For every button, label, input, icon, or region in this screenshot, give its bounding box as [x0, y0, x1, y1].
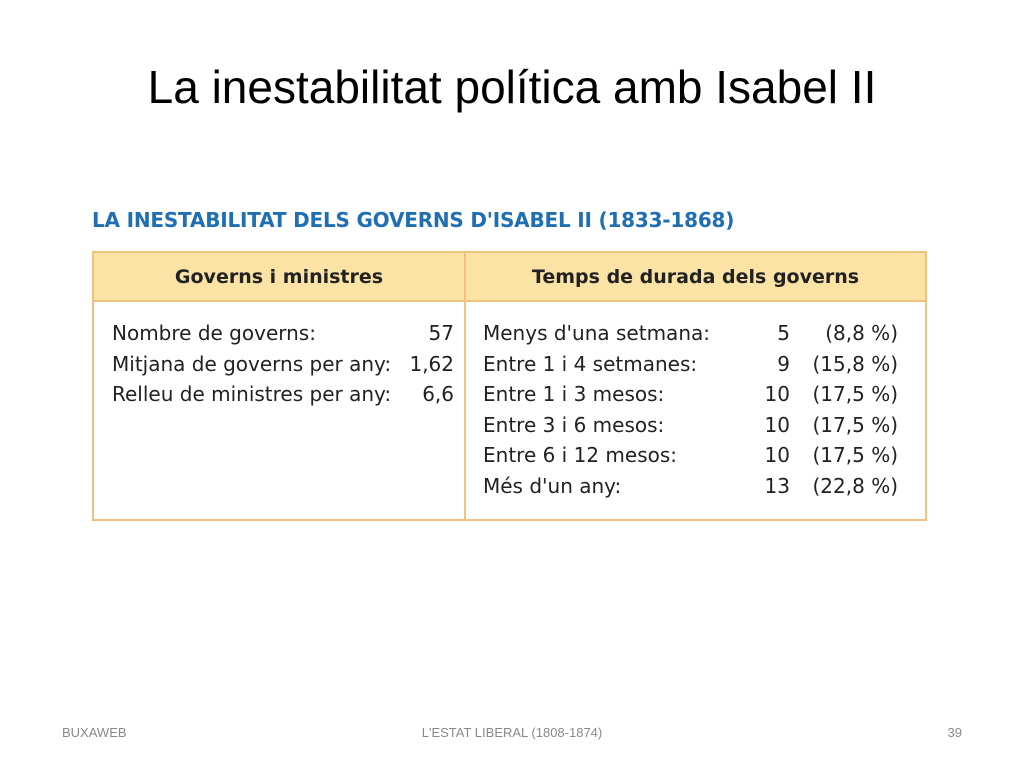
governments-table: Governs i ministres Nombre de governs: 5… [92, 251, 927, 521]
row-label: Menys d'una setmana: [483, 321, 710, 345]
column-header-governs-ministres: Governs i ministres [94, 253, 464, 302]
row-percent: (15,8 %) [812, 351, 899, 376]
row-percent: (17,5 %) [812, 382, 899, 406]
table-row: Més d'un any: 13 (22,8 %) [466, 474, 925, 505]
right-column-body: Menys d'una setmana: 5 (8,8 %) Entre 1 i… [466, 302, 925, 504]
row-value: 1,62 [409, 351, 454, 376]
row-count: 10 [764, 412, 790, 437]
government-duration-column: Temps de durada dels governs Menys d'una… [466, 253, 925, 519]
row-label: Nombre de governs: [112, 321, 316, 345]
slide-title: La inestabilitat política amb Isabel II [147, 61, 877, 113]
table-row: Mitjana de governs per any: 1,62 [94, 352, 464, 383]
table-row: Entre 1 i 4 setmanes: 9 (15,8 %) [466, 352, 925, 383]
row-value: 57 [428, 321, 454, 345]
row-percent: (17,5 %) [812, 443, 899, 467]
column-header-temps-durada: Temps de durada dels governs [466, 253, 925, 302]
table-row: Entre 3 i 6 mesos: 10 (17,5 %) [466, 413, 925, 444]
row-value: 6,6 [422, 382, 454, 406]
row-count: 5 [777, 321, 790, 345]
row-label: Entre 1 i 4 setmanes: [483, 351, 698, 376]
figure-caption: LA INESTABILITAT DELS GOVERNS D'ISABEL I… [92, 208, 735, 232]
row-label: Relleu de ministres per any: [112, 382, 392, 406]
footer-page-number: 39 [947, 725, 962, 740]
table-row: Entre 6 i 12 mesos: 10 (17,5 %) [466, 443, 925, 474]
row-percent: (17,5 %) [812, 412, 899, 437]
row-count: 10 [764, 443, 790, 467]
row-count: 13 [764, 473, 790, 498]
row-label: Entre 1 i 3 mesos: [483, 382, 665, 406]
table-figure: LA INESTABILITAT DELS GOVERNS D'ISABEL I… [92, 208, 927, 521]
left-column-body: Nombre de governs: 57 Mitjana de governs… [94, 302, 464, 413]
row-label: Entre 6 i 12 mesos: [483, 443, 678, 467]
governments-ministers-column: Governs i ministres Nombre de governs: 5… [94, 253, 466, 519]
row-percent: (8,8 %) [825, 321, 898, 345]
row-label: Mitjana de governs per any: [112, 351, 392, 376]
row-label: Entre 3 i 6 mesos: [483, 412, 665, 437]
row-percent: (22,8 %) [812, 473, 899, 498]
table-row: Relleu de ministres per any: 6,6 [94, 382, 464, 413]
table-row: Entre 1 i 3 mesos: 10 (17,5 %) [466, 382, 925, 413]
row-count: 10 [764, 382, 790, 406]
row-count: 9 [777, 351, 790, 376]
table-row: Menys d'una setmana: 5 (8,8 %) [466, 321, 925, 352]
footer-title: L'ESTAT LIBERAL (1808-1874) [421, 725, 603, 740]
footer-author: BUXAWEB [62, 725, 127, 740]
table-row: Nombre de governs: 57 [94, 321, 464, 352]
row-label: Més d'un any: [483, 473, 622, 498]
